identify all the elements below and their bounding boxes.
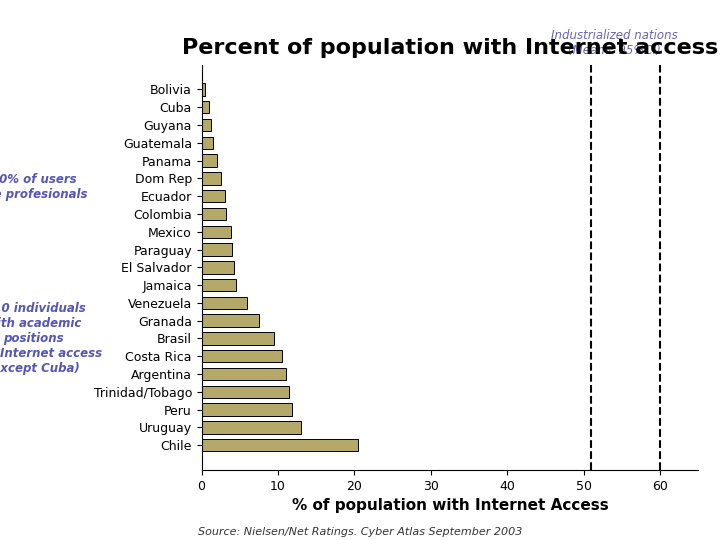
Text: 90% of users
are profesionals: 90% of users are profesionals <box>0 173 87 201</box>
Text: 8/10 individuals
with academic
positions
have Internet access
(except Cuba): 8/10 individuals with academic positions… <box>0 302 102 375</box>
Bar <box>202 83 205 96</box>
Bar <box>202 154 217 167</box>
Bar <box>202 314 259 327</box>
Bar <box>202 244 232 256</box>
Bar <box>202 172 221 185</box>
Bar <box>202 208 226 220</box>
Text: Industrialized nations
(Mean± 95%CI): Industrialized nations (Mean± 95%CI) <box>551 29 678 57</box>
Bar <box>202 368 286 380</box>
X-axis label: % of population with Internet Access: % of population with Internet Access <box>292 498 608 513</box>
Bar <box>202 226 230 238</box>
Bar <box>202 279 236 291</box>
Text: Source: Nielsen/Net Ratings. Cyber Atlas September 2003: Source: Nielsen/Net Ratings. Cyber Atlas… <box>198 526 522 537</box>
Bar <box>202 421 301 434</box>
Bar <box>202 403 292 416</box>
Bar <box>202 137 213 149</box>
Bar <box>202 439 359 451</box>
Bar <box>202 261 234 274</box>
Bar <box>202 101 210 113</box>
Bar <box>202 190 225 202</box>
Bar <box>202 332 274 345</box>
Bar <box>202 119 211 131</box>
Bar <box>202 296 248 309</box>
Title: Percent of population with Internet access: Percent of population with Internet acce… <box>182 38 718 58</box>
Bar <box>202 386 289 398</box>
Bar <box>202 350 282 362</box>
